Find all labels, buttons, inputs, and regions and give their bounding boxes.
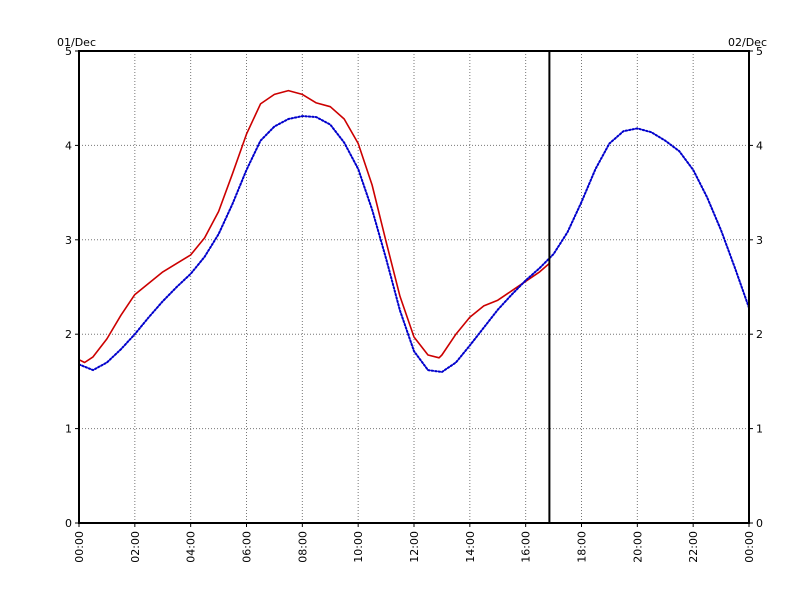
x-tick-label: 02:00: [129, 531, 142, 563]
end-date-label: 02/Dec: [728, 36, 767, 49]
y-tick-label: 4: [756, 139, 763, 152]
left-y-axis: 0 1 2 3 4 5: [65, 45, 79, 530]
x-tick-label: 00:00: [743, 531, 756, 563]
start-date-label: 01/Dec: [57, 36, 96, 49]
y-tick-label: 2: [756, 328, 763, 341]
x-tick-label: 18:00: [576, 531, 589, 563]
y-tick-label: 0: [756, 517, 763, 530]
y-tick-label: 4: [65, 139, 72, 152]
grid-lines: [79, 51, 749, 523]
x-tick-label: 08:00: [296, 531, 309, 563]
y-tick-label: 3: [756, 234, 763, 247]
y-tick-label: 5: [756, 45, 763, 58]
x-tick-label: 00:00: [73, 531, 86, 563]
y-tick-label: 1: [756, 423, 763, 436]
y-tick-label: 5: [65, 45, 72, 58]
x-tick-label: 04:00: [185, 531, 198, 563]
series-layer: [78, 89, 750, 373]
x-tick-label: 20:00: [631, 531, 644, 563]
x-axis: 00:00 02:00 04:00 06:00 08:00 10:00 12:00 14:00…: [73, 523, 756, 563]
x-tick-label: 22:00: [687, 531, 700, 563]
x-tick-label: 06:00: [241, 531, 254, 563]
x-tick-label: 12:00: [408, 531, 421, 563]
y-tick-label: 3: [65, 234, 72, 247]
y-tick-label: 2: [65, 328, 72, 341]
x-tick-label: 10:00: [352, 531, 365, 563]
predicted-series-line: [78, 115, 750, 373]
y-tick-label: 1: [65, 423, 72, 436]
observed-series-line: [78, 89, 551, 364]
right-y-axis: 0 1 2 3 4 5: [749, 45, 763, 530]
x-tick-label: 14:00: [464, 531, 477, 563]
plot-frame: [78, 50, 750, 524]
x-tick-label: 16:00: [520, 531, 533, 563]
y-tick-label: 0: [65, 517, 72, 530]
